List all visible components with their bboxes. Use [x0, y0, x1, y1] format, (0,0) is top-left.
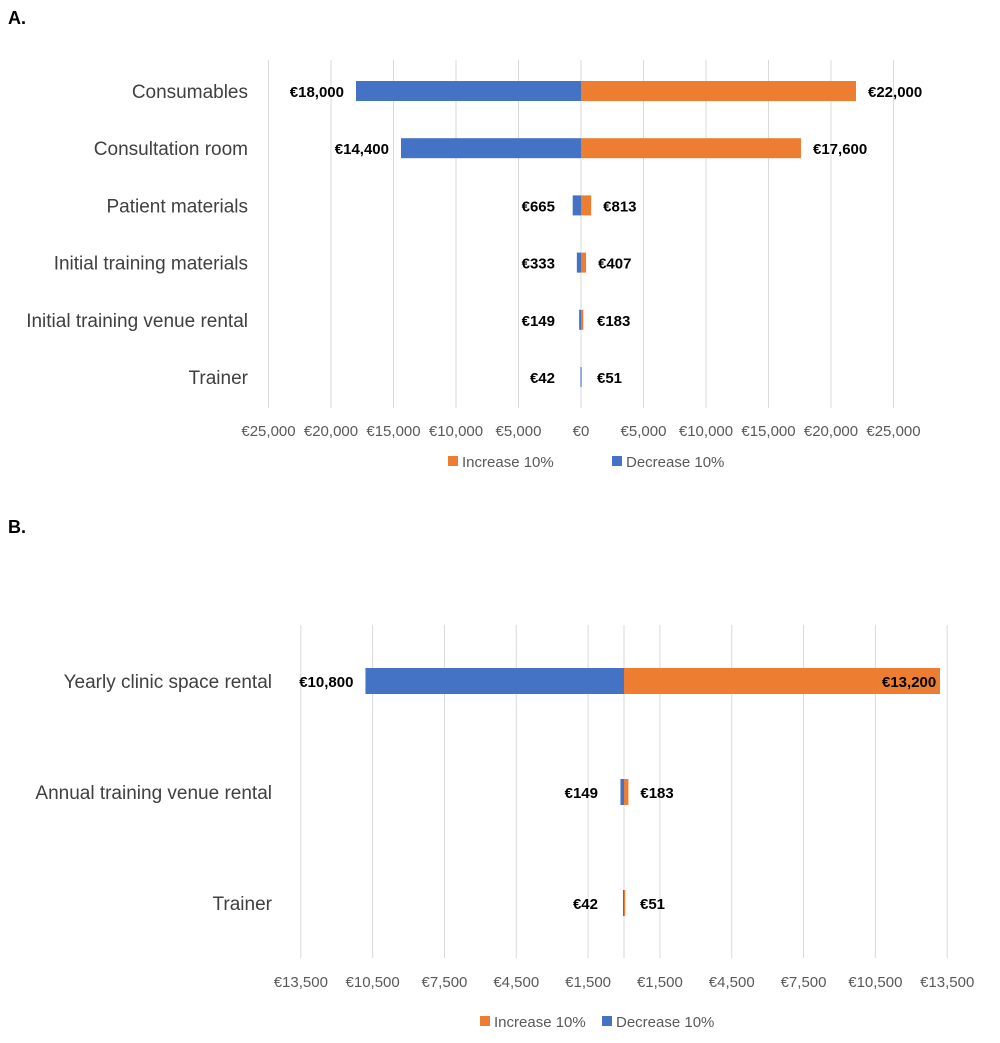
data-label-decrease: €18,000: [290, 84, 344, 101]
x-tick-label: €7,500: [781, 974, 827, 991]
data-label-increase: €813: [603, 198, 636, 215]
x-tick-label: €10,500: [346, 974, 400, 991]
x-tick-label: €4,500: [709, 974, 755, 991]
bar-increase: [581, 195, 592, 216]
panel-b-label: B.: [8, 517, 26, 537]
bar-decrease: [622, 890, 624, 916]
legend-increase-label: Increase 10%: [462, 454, 554, 471]
legend-decrease-swatch: [612, 456, 622, 466]
x-tick-label: €15,000: [366, 423, 420, 440]
category-label: Initial training venue rental: [26, 311, 248, 332]
bar-increase: [581, 81, 856, 101]
legend-increase-swatch: [480, 1016, 490, 1026]
bar-decrease: [620, 779, 624, 805]
x-tick-label: €5,000: [621, 423, 667, 440]
data-label-increase: €183: [597, 313, 630, 330]
x-tick-label: €7,500: [422, 974, 468, 991]
data-label-increase: €183: [640, 785, 673, 802]
x-tick-label: €20,000: [304, 423, 358, 440]
x-tick-label: €25,000: [241, 423, 295, 440]
data-label-increase: €407: [598, 256, 631, 273]
category-label: Consultation room: [94, 139, 248, 160]
data-label-decrease: €149: [522, 313, 555, 330]
bar-increase: [581, 138, 801, 159]
bar-increase: [624, 890, 626, 916]
data-label-increase: €51: [640, 896, 665, 913]
data-label-increase: €22,000: [868, 84, 922, 101]
bar-increase: [624, 668, 940, 694]
category-label: Consumables: [132, 82, 248, 103]
x-tick-label: €5,000: [496, 423, 542, 440]
bar-increase: [581, 309, 584, 330]
bar-decrease: [365, 668, 624, 694]
data-label-increase: €13,200: [882, 674, 936, 691]
x-tick-label: €0: [573, 423, 590, 440]
bar-decrease: [572, 195, 581, 216]
category-label: Initial training materials: [54, 254, 248, 275]
data-label-decrease: €42: [573, 896, 598, 913]
x-tick-label: €15,000: [741, 423, 795, 440]
panel-a-label: A.: [8, 8, 26, 28]
category-label: Patient materials: [106, 196, 248, 217]
x-tick-label: €25,000: [866, 423, 920, 440]
bar-increase: [581, 252, 587, 273]
bar-increase: [624, 779, 629, 805]
x-tick-label: €10,000: [679, 423, 733, 440]
bar-decrease: [401, 138, 581, 159]
x-tick-label: €13,500: [274, 974, 328, 991]
bar-increase: [581, 367, 582, 387]
legend-decrease-label: Decrease 10%: [616, 1014, 714, 1031]
x-tick-label: €1,500: [565, 974, 611, 991]
legend-decrease-swatch: [602, 1016, 612, 1026]
bar-decrease: [579, 309, 581, 330]
x-tick-label: €1,500: [637, 974, 683, 991]
data-label-decrease: €333: [522, 256, 555, 273]
category-label: Yearly clinic space rental: [64, 672, 272, 693]
x-tick-label: €10,500: [848, 974, 902, 991]
legend-increase-swatch: [448, 456, 458, 466]
category-label: Annual training venue rental: [35, 783, 272, 804]
bar-decrease: [576, 252, 581, 273]
data-label-decrease: €149: [565, 785, 598, 802]
x-tick-label: €13,500: [920, 974, 974, 991]
bar-decrease: [580, 367, 582, 387]
data-label-increase: €17,600: [813, 141, 867, 158]
category-label: Trainer: [189, 368, 249, 389]
data-label-decrease: €14,400: [335, 141, 389, 158]
category-label: Trainer: [213, 894, 273, 915]
data-label-decrease: €665: [522, 198, 555, 215]
bar-decrease: [356, 81, 581, 101]
data-label-decrease: €10,800: [299, 674, 353, 691]
data-label-decrease: €42: [530, 370, 555, 387]
x-tick-label: €20,000: [804, 423, 858, 440]
legend-decrease-label: Decrease 10%: [626, 454, 724, 471]
legend-increase-label: Increase 10%: [494, 1014, 586, 1031]
x-tick-label: €10,000: [429, 423, 483, 440]
x-tick-label: €4,500: [493, 974, 539, 991]
data-label-increase: €51: [597, 370, 622, 387]
